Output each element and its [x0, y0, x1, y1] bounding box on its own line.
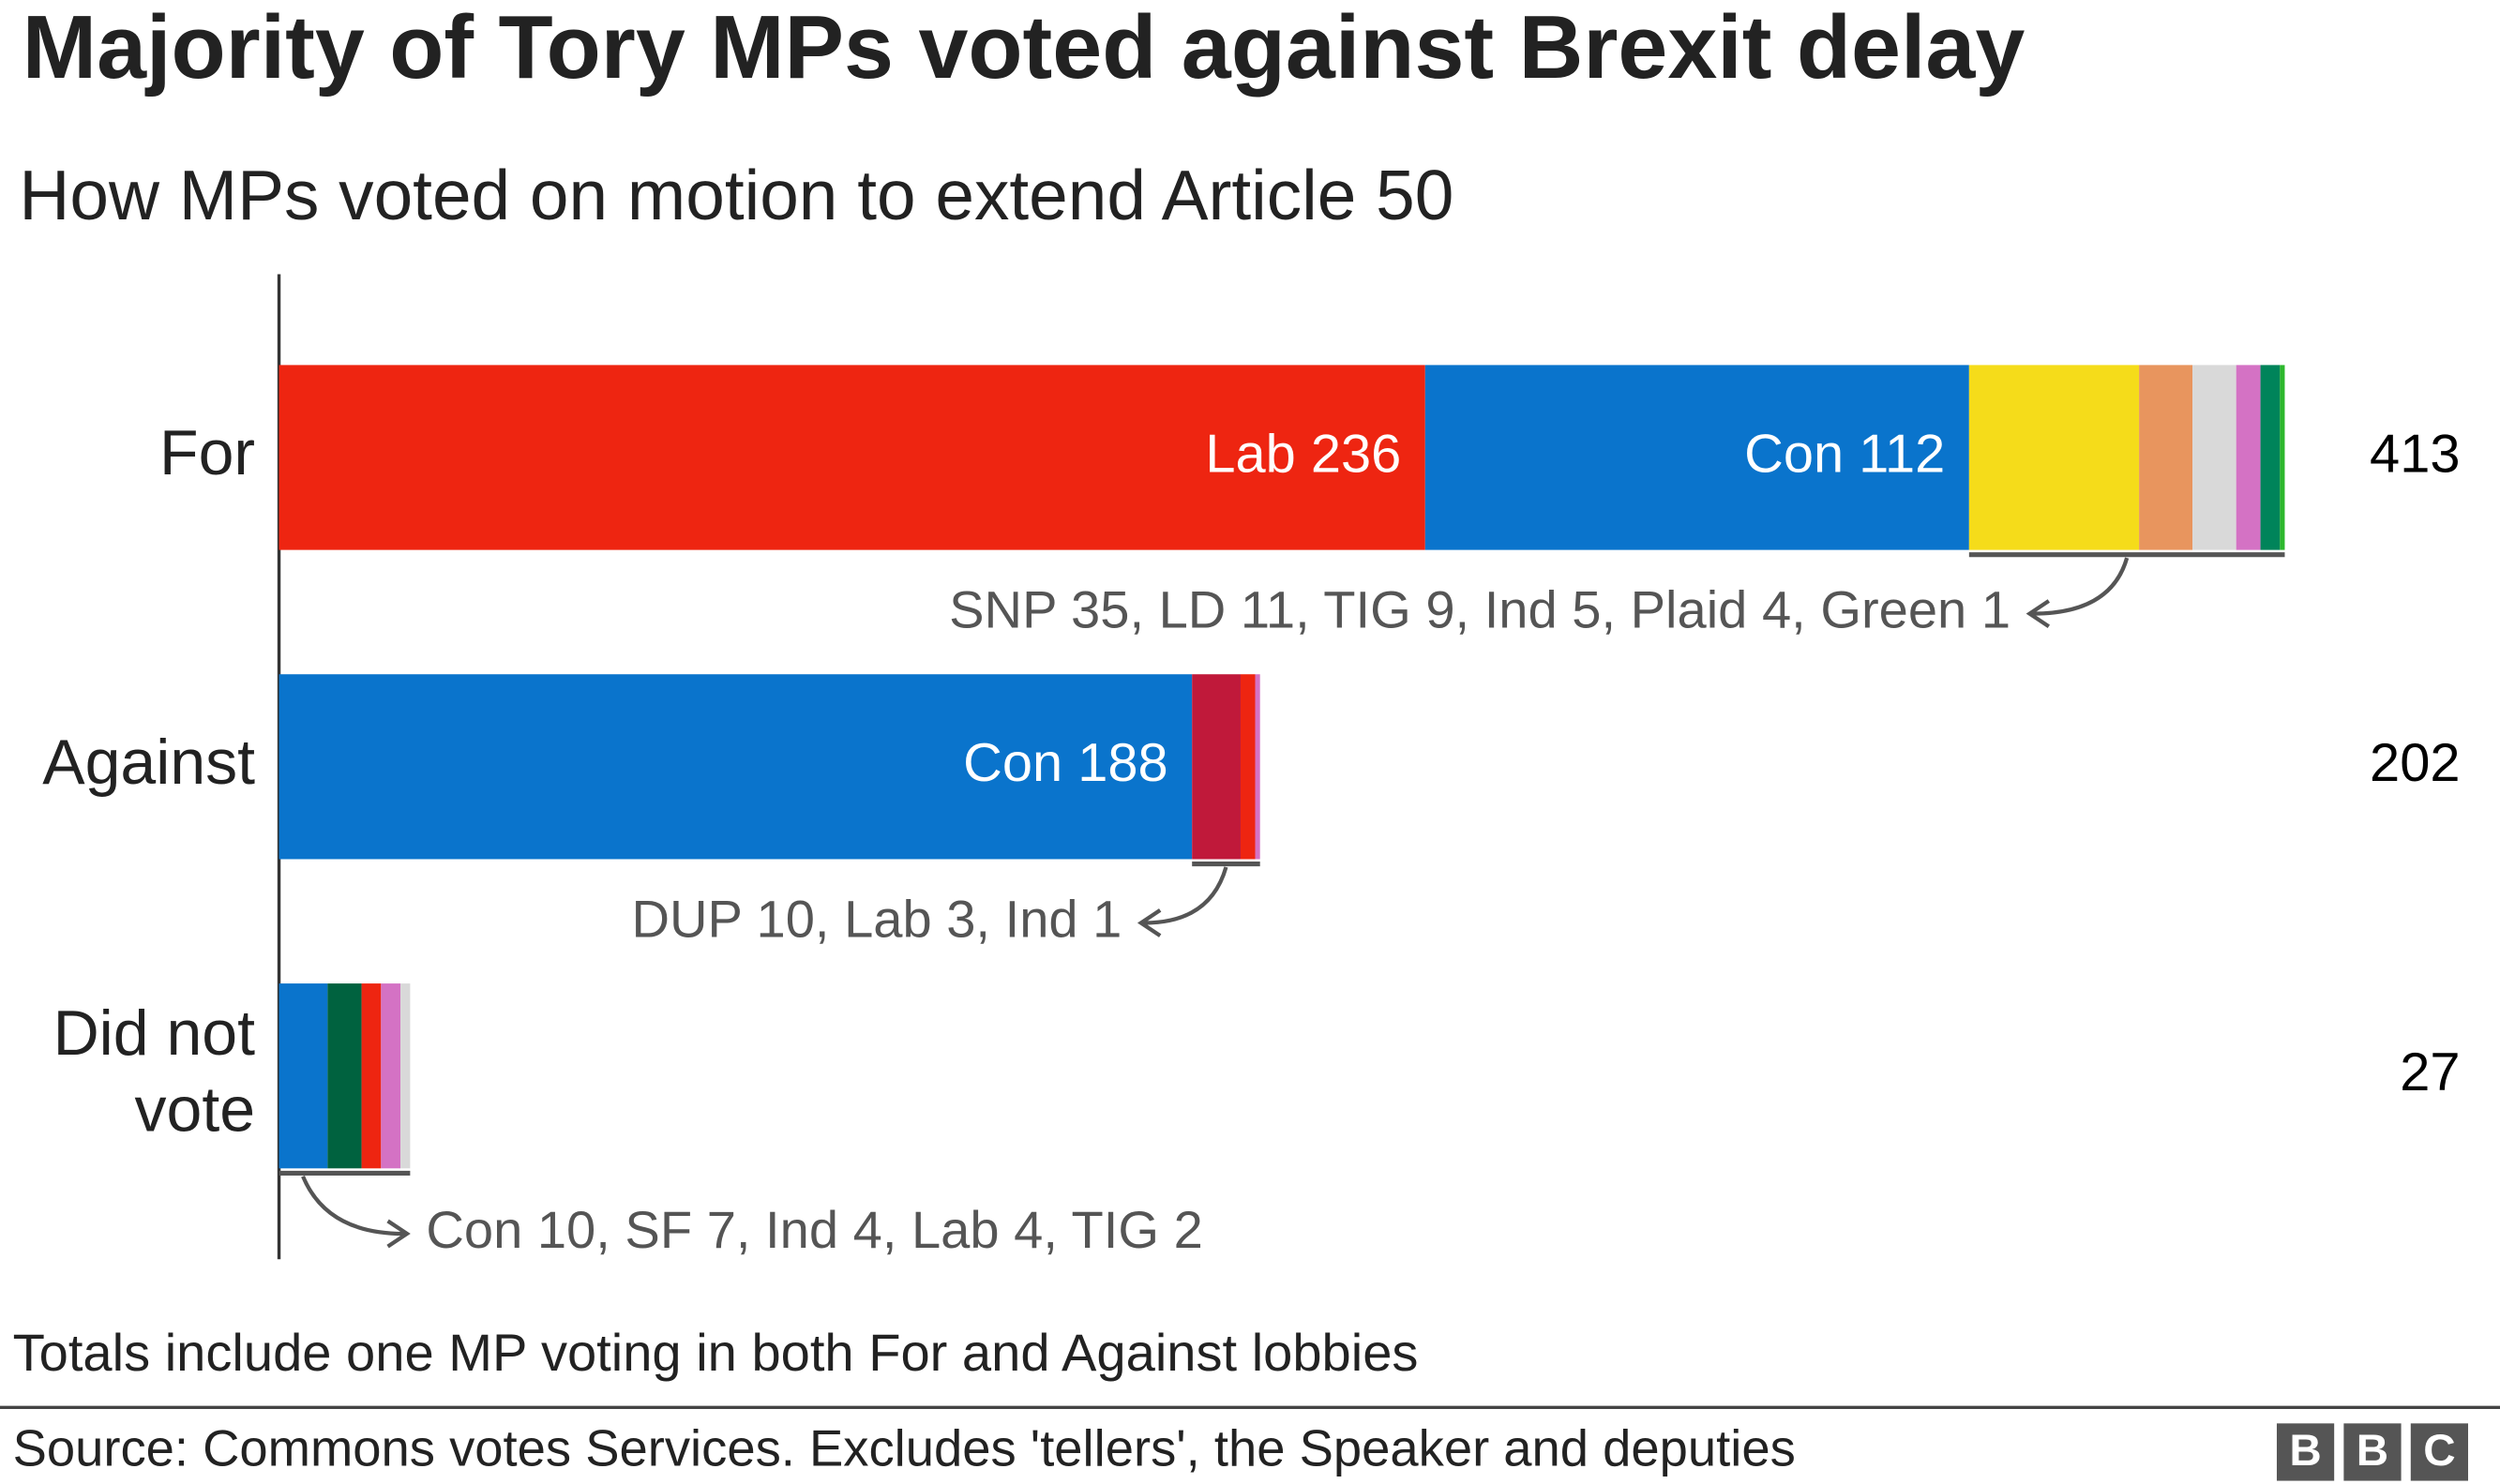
note-label: Con 10, SF 7, Ind 4, Lab 4, TIG 2: [426, 1200, 1202, 1259]
category-label: Did not vote: [53, 997, 256, 1146]
chart-title: Majority of Tory MPs voted against Brexi…: [23, 0, 2026, 97]
logo-letter: B: [2357, 1426, 2388, 1476]
category-label: Against: [42, 727, 255, 798]
logo-box: [2410, 1423, 2468, 1481]
bar-segment: [381, 983, 401, 1169]
note-arrowhead: [1137, 908, 1162, 937]
bar-segment: [1192, 674, 1241, 860]
bar-segment: [400, 983, 411, 1169]
logo-box: [2276, 1423, 2335, 1481]
footnote: Totals include one MP voting in both For…: [13, 1323, 1419, 1382]
bar-segment: [361, 983, 382, 1169]
note-arrow: [301, 1176, 404, 1237]
logo-letter: B: [2289, 1426, 2321, 1476]
bar-segment: [1255, 674, 1260, 860]
note-arrow: [1144, 866, 1228, 925]
bar-segment: [327, 983, 362, 1169]
bar-segment: [279, 983, 328, 1169]
bar-segment: [279, 365, 1425, 550]
total-label: 413: [2370, 424, 2460, 484]
note-label: DUP 10, Lab 3, Ind 1: [632, 889, 1122, 948]
bar-segment: [279, 674, 1193, 860]
bar-segment: [2280, 365, 2285, 550]
bar-segment: [2139, 365, 2193, 550]
total-label: 202: [2370, 733, 2460, 793]
bar-segment: [1240, 674, 1256, 860]
segment-label: Con 188: [963, 733, 1168, 793]
bar-segment: [2236, 365, 2261, 550]
logo-letter: C: [2423, 1426, 2455, 1476]
note-arrowhead: [386, 1219, 411, 1249]
note-label: SNP 35, LD 11, TIG 9, Ind 5, Plaid 4, Gr…: [949, 579, 2011, 638]
bar-segment: [1968, 365, 2140, 550]
note-arrow: [2032, 557, 2130, 616]
chart-subtitle: How MPs voted on motion to extend Articl…: [19, 156, 1453, 234]
segment-label: Con 112: [1744, 424, 1945, 484]
total-label: 27: [2400, 1042, 2460, 1102]
note-arrowhead: [2026, 599, 2051, 628]
bar-segment: [2260, 365, 2281, 550]
bar-segment: [2192, 365, 2236, 550]
category-label: For: [159, 417, 255, 488]
bar-segment: [1424, 365, 1969, 550]
source: Source: Commons votes Services. Excludes…: [13, 1419, 1796, 1477]
segment-label: Lab 236: [1205, 424, 1401, 484]
logo-box: [2343, 1423, 2402, 1481]
